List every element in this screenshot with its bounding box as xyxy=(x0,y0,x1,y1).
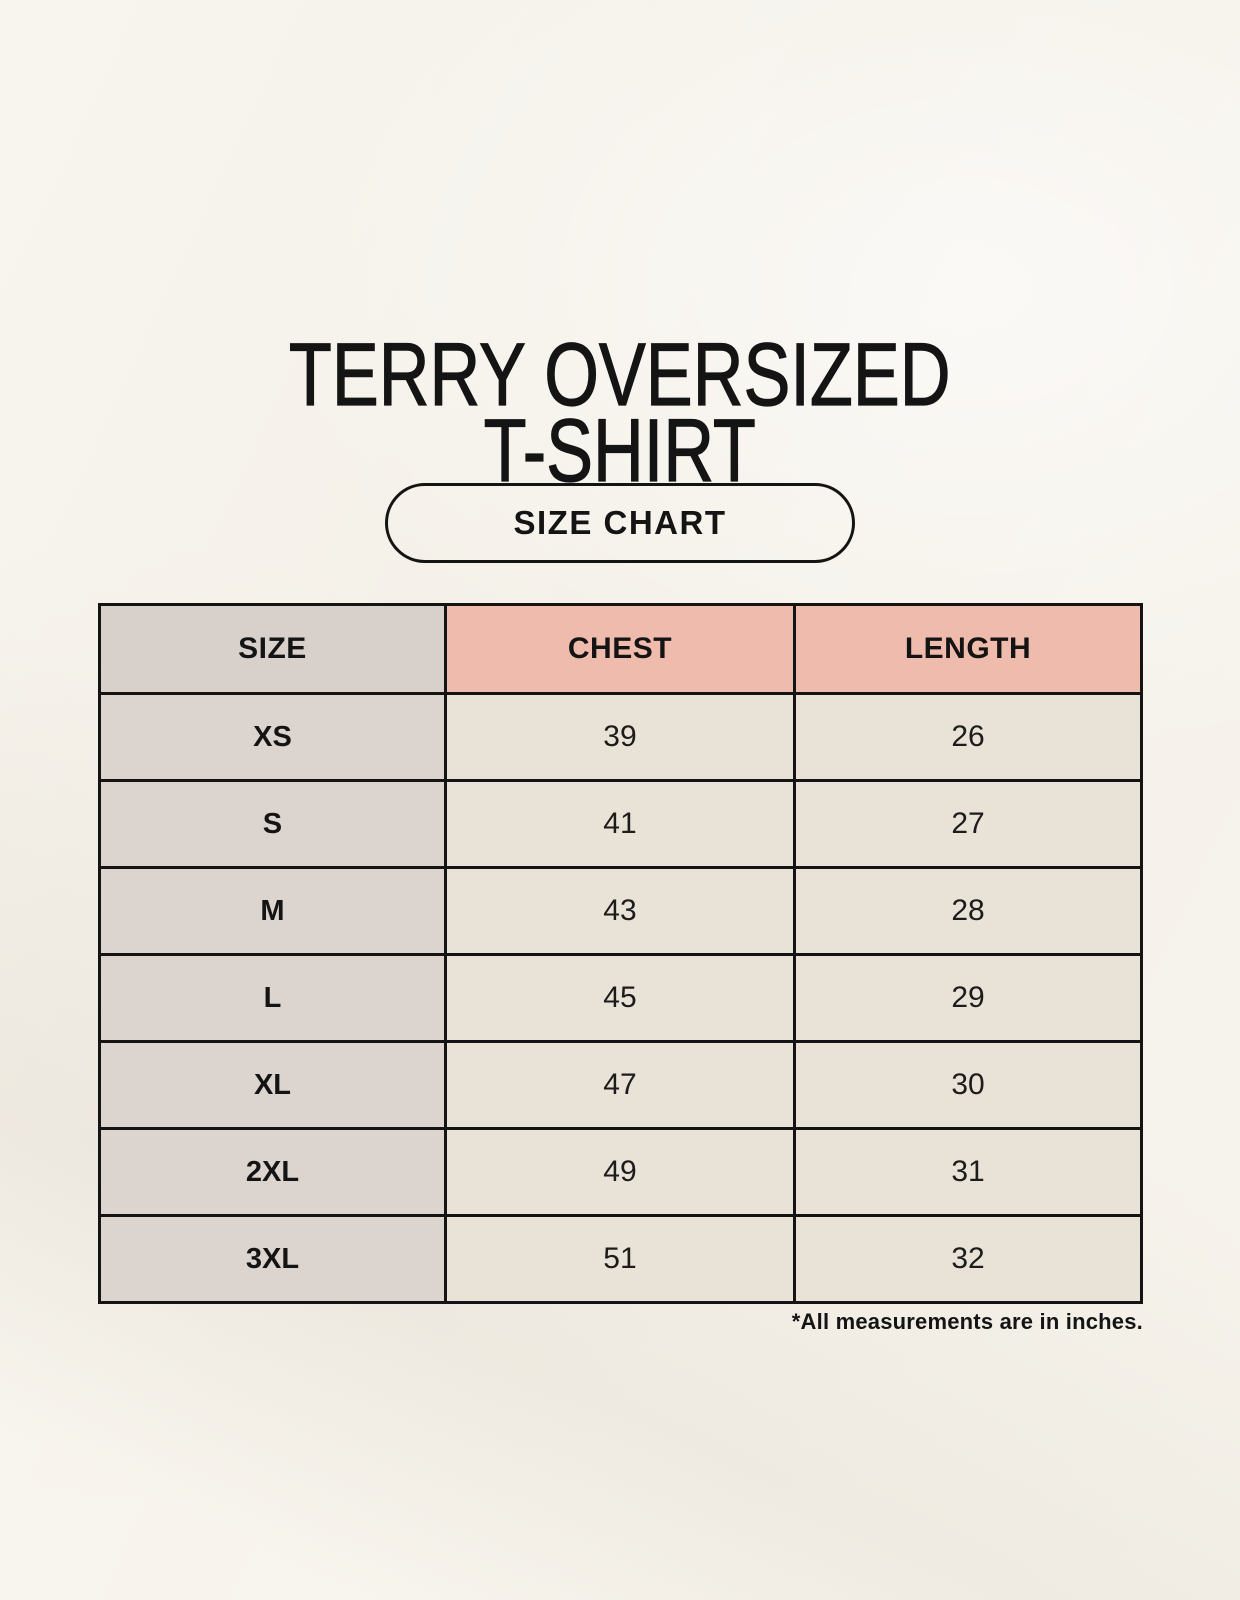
header-cell-size: SIZE xyxy=(98,603,447,695)
size-cell: 3XL xyxy=(98,1214,447,1304)
chest-cell: 49 xyxy=(443,1127,797,1217)
length-cell: 28 xyxy=(793,866,1143,956)
table-row: 3XL 51 32 xyxy=(98,1214,1143,1304)
length-cell: 26 xyxy=(793,692,1143,782)
chest-cell: 47 xyxy=(443,1040,797,1130)
size-chart-table: SIZE CHEST LENGTH XS 39 26 S 41 27 M 43 … xyxy=(98,603,1143,1304)
length-cell: 31 xyxy=(793,1127,1143,1217)
page-title: TERRY OVERSIZED T-SHIRT xyxy=(0,329,1240,495)
size-cell: XS xyxy=(98,692,447,782)
size-cell: M xyxy=(98,866,447,956)
size-cell: L xyxy=(98,953,447,1043)
length-cell: 27 xyxy=(793,779,1143,869)
header-cell-length: LENGTH xyxy=(793,603,1143,695)
table-row: XL 47 30 xyxy=(98,1040,1143,1130)
size-cell: XL xyxy=(98,1040,447,1130)
size-chart-button[interactable]: SIZE CHART xyxy=(385,483,855,563)
length-cell: 30 xyxy=(793,1040,1143,1130)
table-header-row: SIZE CHEST LENGTH xyxy=(98,603,1143,695)
table-row: 2XL 49 31 xyxy=(98,1127,1143,1217)
table-row: XS 39 26 xyxy=(98,692,1143,782)
title-line-1: TERRY OVERSIZED xyxy=(289,323,952,424)
chest-cell: 39 xyxy=(443,692,797,782)
size-cell: 2XL xyxy=(98,1127,447,1217)
measurements-footnote: *All measurements are in inches. xyxy=(791,1309,1143,1334)
table-row: L 45 29 xyxy=(98,953,1143,1043)
size-chart-button-label: SIZE CHART xyxy=(513,504,727,541)
length-cell: 29 xyxy=(793,953,1143,1043)
chest-cell: 41 xyxy=(443,779,797,869)
size-cell: S xyxy=(98,779,447,869)
chest-cell: 43 xyxy=(443,866,797,956)
page-title-text: TERRY OVERSIZED T-SHIRT xyxy=(289,329,952,495)
chest-cell: 51 xyxy=(443,1214,797,1304)
table-row: M 43 28 xyxy=(98,866,1143,956)
chest-cell: 45 xyxy=(443,953,797,1043)
title-line-2: T-SHIRT xyxy=(483,399,757,500)
length-cell: 32 xyxy=(793,1214,1143,1304)
table-row: S 41 27 xyxy=(98,779,1143,869)
header-cell-chest: CHEST xyxy=(443,603,797,695)
